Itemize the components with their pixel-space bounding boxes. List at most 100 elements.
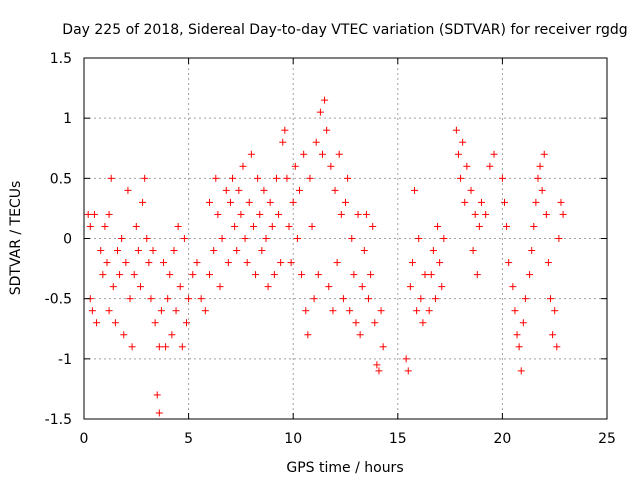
data-point [88, 307, 96, 315]
data-point [206, 271, 214, 279]
data-point [164, 295, 172, 303]
data-point [544, 259, 552, 267]
data-point [279, 138, 287, 146]
data-point [304, 331, 312, 339]
data-point [300, 150, 308, 158]
data-point [302, 307, 310, 315]
data-point [210, 247, 218, 255]
data-point [101, 222, 109, 230]
data-point [346, 307, 354, 315]
data-point [505, 259, 513, 267]
data-point [143, 235, 151, 242]
data-point [438, 283, 446, 291]
data-point [183, 319, 191, 327]
y-axis-label: SDTVAR / TECUs [8, 181, 24, 296]
data-point [557, 198, 565, 206]
data-point [365, 295, 373, 303]
data-point [469, 247, 477, 255]
data-point [511, 307, 519, 315]
data-point [348, 235, 356, 242]
data-point [147, 295, 155, 303]
data-point [157, 307, 165, 315]
gridlines [84, 58, 607, 419]
data-point [132, 222, 140, 230]
data-point [463, 162, 471, 170]
data-point [542, 210, 550, 218]
data-points [84, 96, 567, 417]
data-point [84, 210, 92, 218]
data-point [477, 198, 485, 206]
data-point [218, 235, 226, 242]
data-point [264, 283, 272, 291]
data-point [252, 271, 260, 279]
data-point [429, 247, 437, 255]
data-point [549, 331, 557, 339]
data-point [327, 162, 335, 170]
data-point [515, 343, 523, 351]
data-point [417, 295, 425, 303]
data-point [285, 222, 293, 230]
axis-ticks [83, 57, 608, 420]
data-point [377, 307, 385, 315]
chart-title: Day 225 of 2018, Sidereal Day-to-day VTE… [62, 22, 627, 38]
data-point [260, 186, 268, 194]
data-point [513, 331, 521, 339]
data-point [342, 198, 349, 206]
data-point [180, 235, 188, 242]
data-point [295, 186, 303, 194]
data-point [256, 210, 264, 218]
data-point [155, 343, 163, 351]
data-point [224, 259, 232, 267]
data-point [201, 307, 209, 315]
data-point [141, 174, 149, 182]
data-point [434, 222, 442, 230]
data-point [116, 271, 124, 279]
y-tick-label: -1 [58, 352, 72, 368]
data-point [293, 235, 301, 242]
data-point [189, 271, 197, 279]
data-point [214, 210, 222, 218]
y-tick-label: 1.5 [50, 51, 72, 67]
data-point [521, 295, 529, 303]
x-tick-label: 10 [284, 431, 302, 447]
data-point [454, 150, 462, 158]
data-point [149, 247, 157, 255]
data-point [540, 150, 548, 158]
data-point [109, 283, 117, 291]
data-point [379, 343, 387, 351]
data-point [222, 186, 230, 194]
data-point [134, 247, 142, 255]
data-point [281, 126, 289, 134]
y-tick-labels: 1.5 1 0.5 0 -0.5 -1 -1.5 [45, 51, 72, 428]
data-point [130, 271, 138, 279]
data-point [406, 283, 414, 291]
data-point [555, 235, 563, 242]
data-point [373, 361, 381, 369]
data-point [126, 295, 134, 303]
data-point [547, 295, 555, 303]
data-point [170, 247, 178, 255]
x-tick-label: 5 [184, 431, 193, 447]
data-point [559, 210, 567, 218]
data-point [233, 247, 241, 255]
data-point [86, 222, 94, 230]
data-point [490, 150, 498, 158]
data-point [329, 307, 337, 315]
data-point [413, 307, 421, 315]
data-point [136, 283, 144, 291]
data-point [151, 319, 159, 327]
data-point [212, 174, 220, 182]
data-point [231, 222, 239, 230]
data-point [431, 295, 439, 303]
data-point [254, 174, 262, 182]
data-point [473, 271, 481, 279]
data-point [241, 235, 249, 242]
data-point [266, 198, 274, 206]
data-point [369, 222, 377, 230]
data-point [247, 150, 255, 158]
data-point [375, 367, 383, 375]
data-point [245, 198, 253, 206]
data-point [509, 283, 517, 291]
y-tick-label: -0.5 [45, 292, 72, 308]
data-point [528, 247, 536, 255]
